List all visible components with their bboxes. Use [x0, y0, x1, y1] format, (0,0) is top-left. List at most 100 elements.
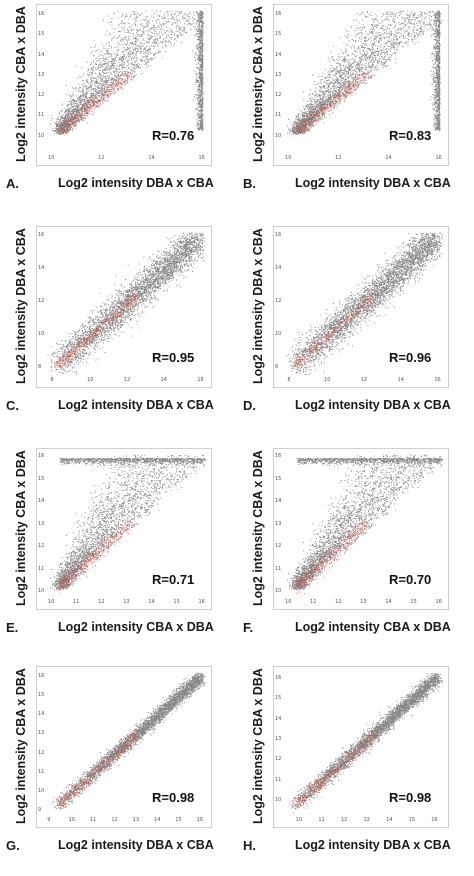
y-tick-label: 12	[275, 298, 282, 305]
scatter-points	[52, 672, 206, 810]
y-axis-label: Log2 intensity CBA x DBA	[14, 6, 28, 162]
y-tick-label: 10	[38, 331, 45, 338]
x-tick-label: 10	[87, 377, 94, 383]
y-tick-label: 10	[275, 588, 282, 595]
scatter-points	[287, 454, 443, 591]
scatter-panel: 10 11 12 13 14 15 16 10 11 12 13 14 15 16 R=0.71 Log2 i…	[6, 444, 232, 658]
x-axis-label: Log2 intensity CBA x DBA	[295, 620, 451, 634]
y-axis-label: Log2 intensity CBA x DBA	[251, 668, 265, 824]
x-axis-label: Log2 intensity DBA x CBA	[58, 398, 214, 412]
y-tick-label: 12	[38, 749, 45, 756]
y-tick-label: 15	[38, 31, 45, 38]
y-tick-label: 9	[38, 807, 42, 814]
x-tick-label: 11	[73, 599, 80, 605]
y-tick-label: 11	[38, 565, 45, 572]
x-tick-label: 16	[434, 377, 441, 383]
x-tick-label: 11	[89, 817, 97, 823]
highlight-points	[55, 68, 134, 136]
y-tick-label: 12	[38, 298, 45, 305]
correlation-label: R=0.70	[387, 572, 434, 587]
x-tick-label: 14	[385, 599, 392, 605]
scatter-panel: 8 10 12 14 16 8 10 12 14 16 R=0.95 Log2 intensity D…	[6, 222, 232, 436]
y-tick-label: 16	[38, 453, 45, 460]
correlation-label: R=0.98	[387, 790, 434, 805]
highlight-points	[57, 513, 134, 594]
correlation-label: R=0.71	[150, 572, 197, 587]
x-tick-label: 10	[68, 817, 75, 823]
y-tick-label: 16	[38, 232, 45, 239]
x-tick-label: 8	[50, 377, 54, 383]
correlation-label: R=0.76	[150, 128, 197, 143]
correlation-label: R=0.98	[150, 790, 197, 805]
y-axis-label: Log2 intensity DBA x CBA	[251, 228, 265, 384]
y-tick-label: 14	[38, 265, 45, 272]
y-tick-label: 11	[275, 112, 282, 119]
y-tick-label: 10	[275, 331, 282, 338]
y-tick-label: 8	[275, 364, 279, 371]
y-tick-label: 15	[38, 692, 45, 699]
y-tick-label: 12	[275, 756, 282, 763]
y-tick-label: 14	[38, 711, 45, 718]
x-tick-label: 10	[48, 599, 55, 605]
y-tick-label: 16	[275, 11, 282, 18]
y-tick-label: 14	[38, 51, 45, 58]
x-tick-label: 10	[285, 599, 292, 605]
panel-letter: F.	[243, 620, 254, 635]
y-tick-label: 12	[275, 92, 282, 99]
y-tick-label: 11	[38, 112, 45, 119]
panel-letter: C.	[6, 398, 19, 413]
correlation-label: R=0.95	[150, 350, 197, 365]
y-tick-label: 10	[38, 132, 45, 139]
x-tick-label: 14	[160, 377, 167, 383]
plot-area	[36, 4, 212, 166]
y-tick-label: 10	[275, 132, 282, 139]
highlight-points	[288, 291, 375, 370]
scatter-svg	[286, 232, 443, 376]
x-tick-label: 13	[360, 599, 367, 605]
panel-letter: B.	[243, 176, 256, 191]
x-tick-label: 12	[335, 599, 342, 605]
x-tick-label: 12	[111, 817, 118, 823]
y-tick-label: 14	[275, 265, 282, 272]
x-tick-label: 10	[48, 155, 55, 161]
y-tick-label: 14	[275, 51, 282, 58]
x-tick-label: 14	[148, 599, 155, 605]
x-tick-label: 15	[173, 599, 180, 605]
x-tick-label: 14	[386, 817, 393, 823]
x-tick-label: 10	[295, 817, 303, 823]
correlation-label: R=0.83	[387, 128, 434, 143]
x-tick-label: 13	[123, 599, 130, 605]
x-tick-label: 11	[318, 817, 325, 823]
highlight-points	[290, 729, 378, 816]
x-tick-label: 16	[435, 599, 442, 605]
y-tick-label: 8	[38, 364, 42, 371]
y-tick-label: 10	[275, 796, 282, 803]
y-axis-label: Log2 intensity DBA x CBA	[14, 228, 28, 384]
x-tick-label: 15	[410, 599, 417, 605]
y-tick-label: 11	[275, 776, 282, 783]
y-axis-label: Log2 intensity CBA x DBA	[14, 668, 28, 824]
x-tick-label: 11	[310, 599, 317, 605]
x-tick-label: 8	[287, 377, 291, 383]
x-tick-label: 16	[197, 377, 204, 383]
panel-letter: E.	[6, 620, 19, 635]
y-tick-label: 13	[275, 520, 282, 527]
scatter-svg	[52, 672, 206, 810]
panel-letter: G.	[6, 838, 20, 853]
y-tick-label: 15	[38, 475, 45, 482]
y-tick-label: 16	[38, 11, 45, 18]
scatter-svg	[50, 10, 205, 136]
y-tick-label: 12	[275, 543, 282, 550]
x-tick-label: 14	[385, 155, 392, 161]
x-tick-label: 14	[154, 817, 161, 823]
y-tick-label: 16	[275, 232, 282, 239]
scatter-panel: 10 11 12 13 14 15 16 10 11 12 13 14 15 16 R=0.98 Log2 i…	[243, 662, 469, 876]
x-tick-label: 10	[285, 155, 292, 161]
highlight-points	[52, 726, 139, 810]
y-tick-label: 14	[275, 715, 282, 722]
x-tick-label: 13	[132, 817, 140, 823]
y-tick-label: 15	[275, 475, 282, 482]
x-tick-label: 9	[47, 817, 51, 823]
x-tick-label: 16	[198, 599, 205, 605]
panel-letter: D.	[243, 398, 256, 413]
